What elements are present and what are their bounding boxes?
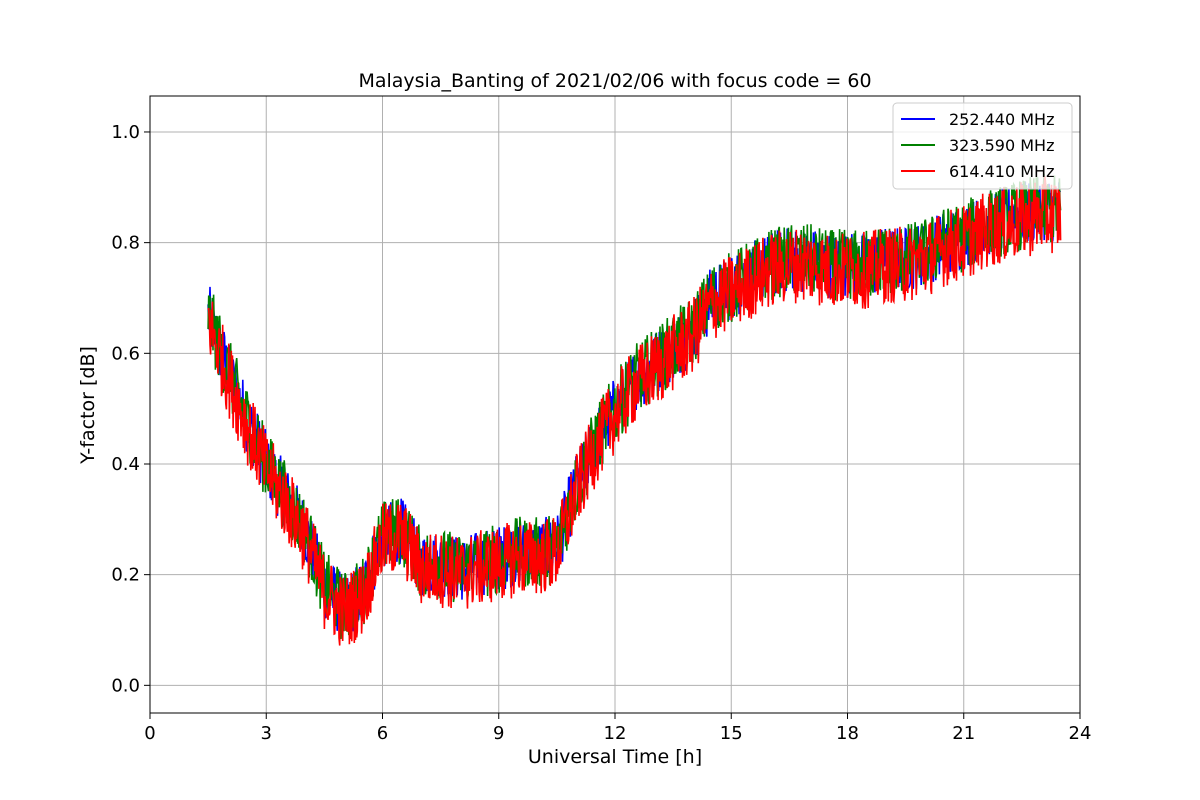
x-tick-label: 18 <box>836 723 859 744</box>
y-axis-ticks: 0.0 0.2 0.4 0.6 0.8 1.0 <box>111 122 150 696</box>
plot-data <box>207 173 1062 646</box>
x-tick-label: 3 <box>261 723 272 744</box>
y-tick-label: 0.0 <box>111 675 140 696</box>
legend: 252.440 MHz 323.590 MHz 614.410 MHz <box>892 102 1073 190</box>
y-tick-label: 0.2 <box>111 565 140 586</box>
y-tick-label: 0.4 <box>111 454 140 475</box>
legend-box <box>892 102 1073 190</box>
y-tick-label: 1.0 <box>111 122 140 143</box>
x-tick-label: 24 <box>1069 723 1092 744</box>
legend-label: 323.590 MHz <box>949 136 1054 155</box>
series-line <box>207 176 1062 646</box>
y-axis-label: Y-factor [dB] <box>77 346 99 465</box>
legend-label: 252.440 MHz <box>949 110 1054 129</box>
x-tick-label: 9 <box>493 723 504 744</box>
legend-label: 614.410 MHz <box>949 162 1054 181</box>
x-tick-label: 12 <box>604 723 627 744</box>
x-tick-label: 15 <box>720 723 743 744</box>
y-tick-label: 0.6 <box>111 343 140 364</box>
x-axis-label: Universal Time [h] <box>528 746 702 768</box>
x-tick-label: 21 <box>952 723 975 744</box>
chart-title: Malaysia_Banting of 2021/02/06 with focu… <box>358 70 871 92</box>
x-tick-label: 6 <box>377 723 388 744</box>
x-tick-label: 0 <box>144 723 155 744</box>
y-tick-label: 0.8 <box>111 233 140 254</box>
x-axis-ticks: 0 3 6 9 12 15 18 21 24 <box>144 713 1091 744</box>
